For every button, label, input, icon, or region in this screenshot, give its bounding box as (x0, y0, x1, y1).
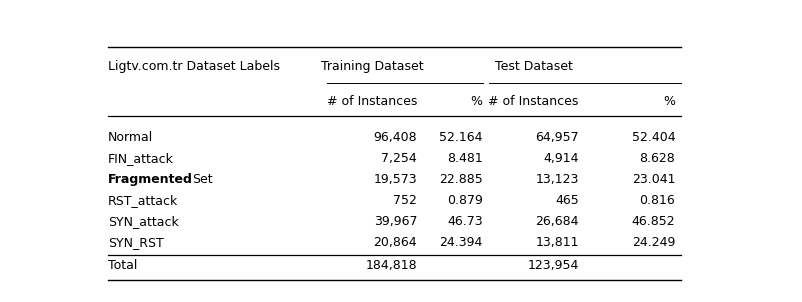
Text: Total: Total (107, 259, 137, 272)
Text: 23.041: 23.041 (632, 173, 675, 186)
Text: Ligtv.com.tr Dataset Labels: Ligtv.com.tr Dataset Labels (107, 60, 280, 73)
Text: 46.852: 46.852 (631, 215, 675, 228)
Text: 0.879: 0.879 (447, 194, 483, 207)
Text: RST_attack: RST_attack (107, 194, 178, 207)
Text: 24.249: 24.249 (632, 236, 675, 249)
Text: 64,957: 64,957 (535, 131, 579, 144)
Text: SYN_RST: SYN_RST (107, 236, 164, 249)
Text: Test Dataset: Test Dataset (495, 60, 573, 73)
Text: 184,818: 184,818 (366, 259, 417, 272)
Text: 96,408: 96,408 (374, 131, 417, 144)
Text: 13,811: 13,811 (536, 236, 579, 249)
Text: 52.404: 52.404 (631, 131, 675, 144)
Text: %: % (471, 95, 483, 108)
Text: Normal: Normal (107, 131, 153, 144)
Text: 46.73: 46.73 (447, 215, 483, 228)
Text: 19,573: 19,573 (374, 173, 417, 186)
Text: 39,967: 39,967 (374, 215, 417, 228)
Text: FIN_attack: FIN_attack (107, 152, 173, 165)
Text: 123,954: 123,954 (528, 259, 579, 272)
Text: 26,684: 26,684 (536, 215, 579, 228)
Text: 4,914: 4,914 (543, 152, 579, 165)
Text: # of Instances: # of Instances (327, 95, 417, 108)
Text: 465: 465 (555, 194, 579, 207)
Text: 22.885: 22.885 (439, 173, 483, 186)
Text: 0.816: 0.816 (639, 194, 675, 207)
Text: 24.394: 24.394 (439, 236, 483, 249)
Text: Training Dataset: Training Dataset (321, 60, 423, 73)
Text: 7,254: 7,254 (382, 152, 417, 165)
Text: SYN_attack: SYN_attack (107, 215, 179, 228)
Text: 20,864: 20,864 (374, 236, 417, 249)
Text: 8.628: 8.628 (639, 152, 675, 165)
Text: 52.164: 52.164 (439, 131, 483, 144)
Text: 13,123: 13,123 (536, 173, 579, 186)
Text: Set: Set (192, 173, 213, 186)
Text: # of Instances: # of Instances (488, 95, 579, 108)
Text: %: % (663, 95, 675, 108)
Text: 8.481: 8.481 (447, 152, 483, 165)
Text: Fragmented: Fragmented (107, 173, 192, 186)
Text: 752: 752 (393, 194, 417, 207)
